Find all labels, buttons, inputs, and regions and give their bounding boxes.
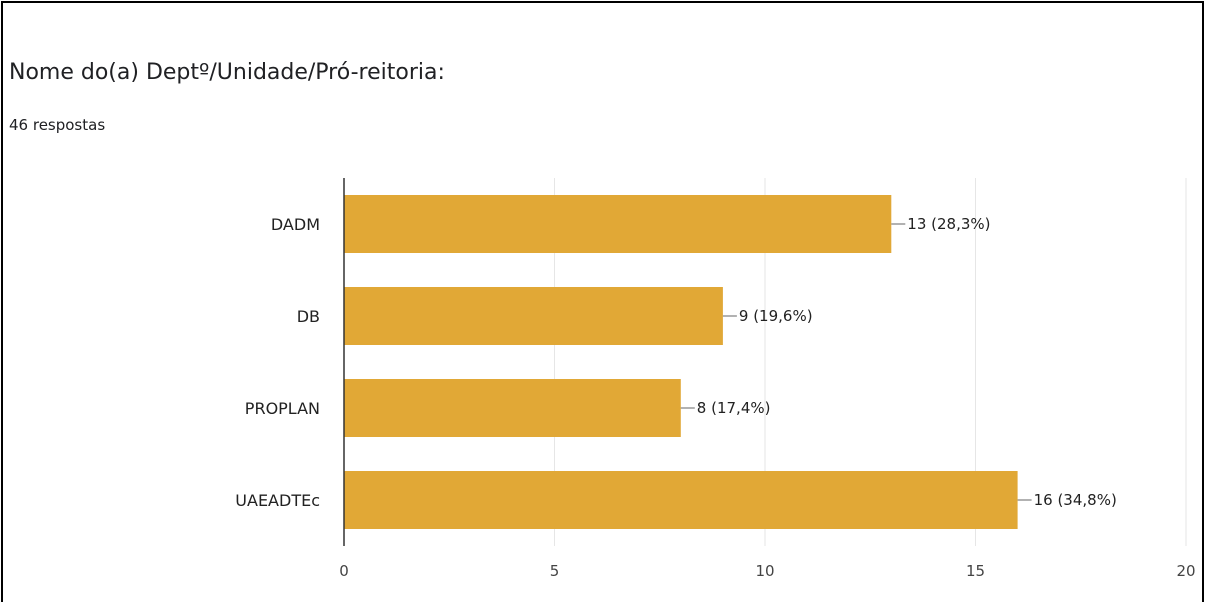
- bar-uaeadtec: [344, 471, 1018, 529]
- x-tick-label-2: 10: [755, 562, 774, 580]
- x-tick-label-1: 5: [550, 562, 560, 580]
- category-label-proplan: PROPLAN: [245, 399, 320, 418]
- category-label-dadm: DADM: [271, 215, 320, 234]
- x-tick-label-0: 0: [339, 562, 349, 580]
- data-label-proplan: 8 (17,4%): [697, 399, 771, 417]
- question-title: Nome do(a) Deptº/Unidade/Pró-reitoria:: [9, 60, 445, 85]
- category-label-uaeadtec: UAEADTEc: [235, 491, 320, 510]
- bar-dadm: [344, 195, 892, 253]
- data-label-uaeadtec: 16 (34,8%): [1034, 491, 1117, 509]
- data-label-dadm: 13 (28,3%): [907, 215, 990, 233]
- data-label-db: 9 (19,6%): [739, 307, 813, 325]
- category-label-db: DB: [297, 307, 320, 326]
- x-tick-label-3: 15: [966, 562, 985, 580]
- x-tick-label-4: 20: [1176, 562, 1195, 580]
- response-count: 46 respostas: [9, 116, 106, 134]
- bar-db: [344, 287, 723, 345]
- bar-proplan: [344, 379, 681, 437]
